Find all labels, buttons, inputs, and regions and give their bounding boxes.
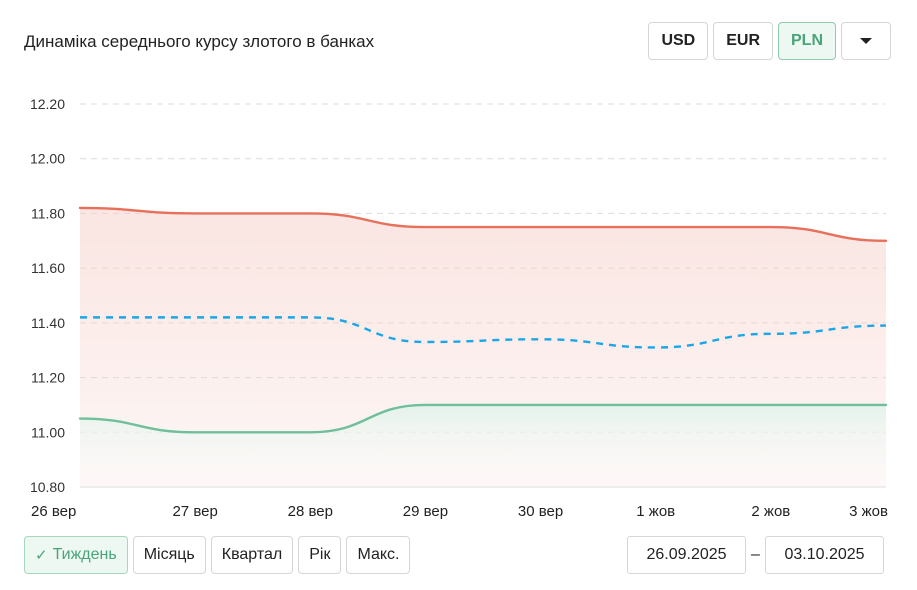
y-tick-label: 11.20 <box>31 370 65 386</box>
x-tick-label: 1 жов <box>636 503 675 520</box>
period-week-button[interactable]: ✓ Тиждень <box>24 536 128 574</box>
chart-title: Динаміка середнього курсу злотого в банк… <box>24 32 375 51</box>
date-to-input[interactable] <box>765 536 884 574</box>
series-lines <box>78 206 888 434</box>
x-axis: 26 вер 27 вер 28 вер 29 вер 30 вер 1 жов 2 жов… <box>31 503 888 520</box>
series-line-sell <box>78 206 888 242</box>
x-tick-label: 28 вер <box>288 503 333 520</box>
currency-switcher: USD EUR PLN <box>648 22 891 60</box>
y-tick-label: 11.80 <box>31 205 65 221</box>
y-tick-label: 11.60 <box>31 260 65 276</box>
x-tick-label: 29 вер <box>403 503 448 520</box>
period-year-button[interactable]: Рік <box>298 536 342 574</box>
series-line-buy <box>78 403 888 434</box>
currency-eur-button[interactable]: EUR <box>713 22 773 60</box>
period-switcher: ✓ Тиждень Місяць Квартал Рік Макс. <box>24 536 411 574</box>
y-tick-label: 11.40 <box>31 315 65 331</box>
buy-area <box>80 404 886 487</box>
y-tick-label: 12.20 <box>30 96 65 112</box>
date-range: – <box>627 536 884 574</box>
x-tick-label: 3 жов <box>849 503 888 520</box>
checkmark-icon: ✓ <box>35 547 48 564</box>
y-tick-label: 12.00 <box>30 151 65 167</box>
period-week-label: Тиждень <box>52 546 117 563</box>
date-separator: – <box>751 546 760 563</box>
x-tick-label: 27 вер <box>172 503 217 520</box>
period-month-button[interactable]: Місяць <box>132 536 206 574</box>
x-tick-label: 26 вер <box>31 503 76 520</box>
currency-dropdown-button[interactable] <box>841 22 891 60</box>
rate-chart: 12.20 12.00 11.80 11.60 11.40 11.20 11.00 10.80… <box>30 96 888 520</box>
period-max-button[interactable]: Макс. <box>346 536 411 574</box>
date-from-input[interactable] <box>627 536 746 574</box>
x-tick-label: 2 жов <box>751 503 790 520</box>
y-tick-label: 10.80 <box>30 479 65 495</box>
caret-down-icon <box>860 38 872 44</box>
currency-pln-button[interactable]: PLN <box>778 22 836 60</box>
y-axis: 12.20 12.00 11.80 11.60 11.40 11.20 11.00 10.80 <box>30 96 65 495</box>
x-tick-label: 30 вер <box>518 503 563 520</box>
currency-usd-button[interactable]: USD <box>648 22 709 60</box>
period-quarter-button[interactable]: Квартал <box>210 536 294 574</box>
y-tick-label: 11.00 <box>31 424 65 440</box>
areas <box>80 207 886 487</box>
